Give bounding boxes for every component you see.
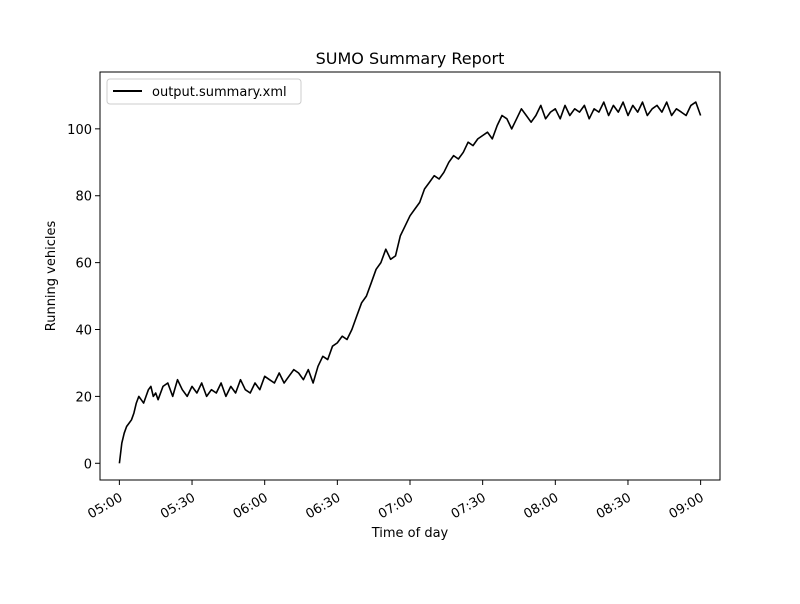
chart-title: SUMO Summary Report <box>316 49 505 68</box>
y-tick-label: 80 <box>75 190 92 205</box>
x-axis: 05:00 05:30 06:00 06:30 07:00 07:30 08:00 08:30… <box>85 480 707 522</box>
y-tick-label: 20 <box>75 390 92 405</box>
x-tick-label: 08:00 <box>521 490 561 522</box>
x-tick-label: 05:00 <box>85 490 125 522</box>
x-tick-label: 08:30 <box>594 490 634 522</box>
series-layer <box>118 101 702 464</box>
y-axis-label: Running vehicles <box>44 221 59 332</box>
legend-label: output.summary.xml <box>152 85 287 100</box>
x-axis-label: Time of day <box>371 526 449 541</box>
y-tick-label: 100 <box>67 123 92 138</box>
y-axis: 0 20 40 60 80 100 <box>67 123 100 472</box>
x-tick-label: 06:30 <box>303 490 343 522</box>
y-tick-label: 40 <box>75 324 92 339</box>
x-tick-label: 06:00 <box>231 490 271 522</box>
legend: output.summary.xml <box>106 78 302 105</box>
plot-frame <box>99 71 721 481</box>
legend-box <box>106 78 302 105</box>
x-tick-label: 07:30 <box>449 490 489 522</box>
x-tick-label: 09:00 <box>667 490 707 522</box>
x-tick-label: 07:00 <box>376 490 416 522</box>
series-line <box>118 101 702 464</box>
x-tick-label: 05:30 <box>158 490 198 522</box>
y-tick-label: 0 <box>84 457 92 472</box>
y-tick-label: 60 <box>75 257 92 272</box>
